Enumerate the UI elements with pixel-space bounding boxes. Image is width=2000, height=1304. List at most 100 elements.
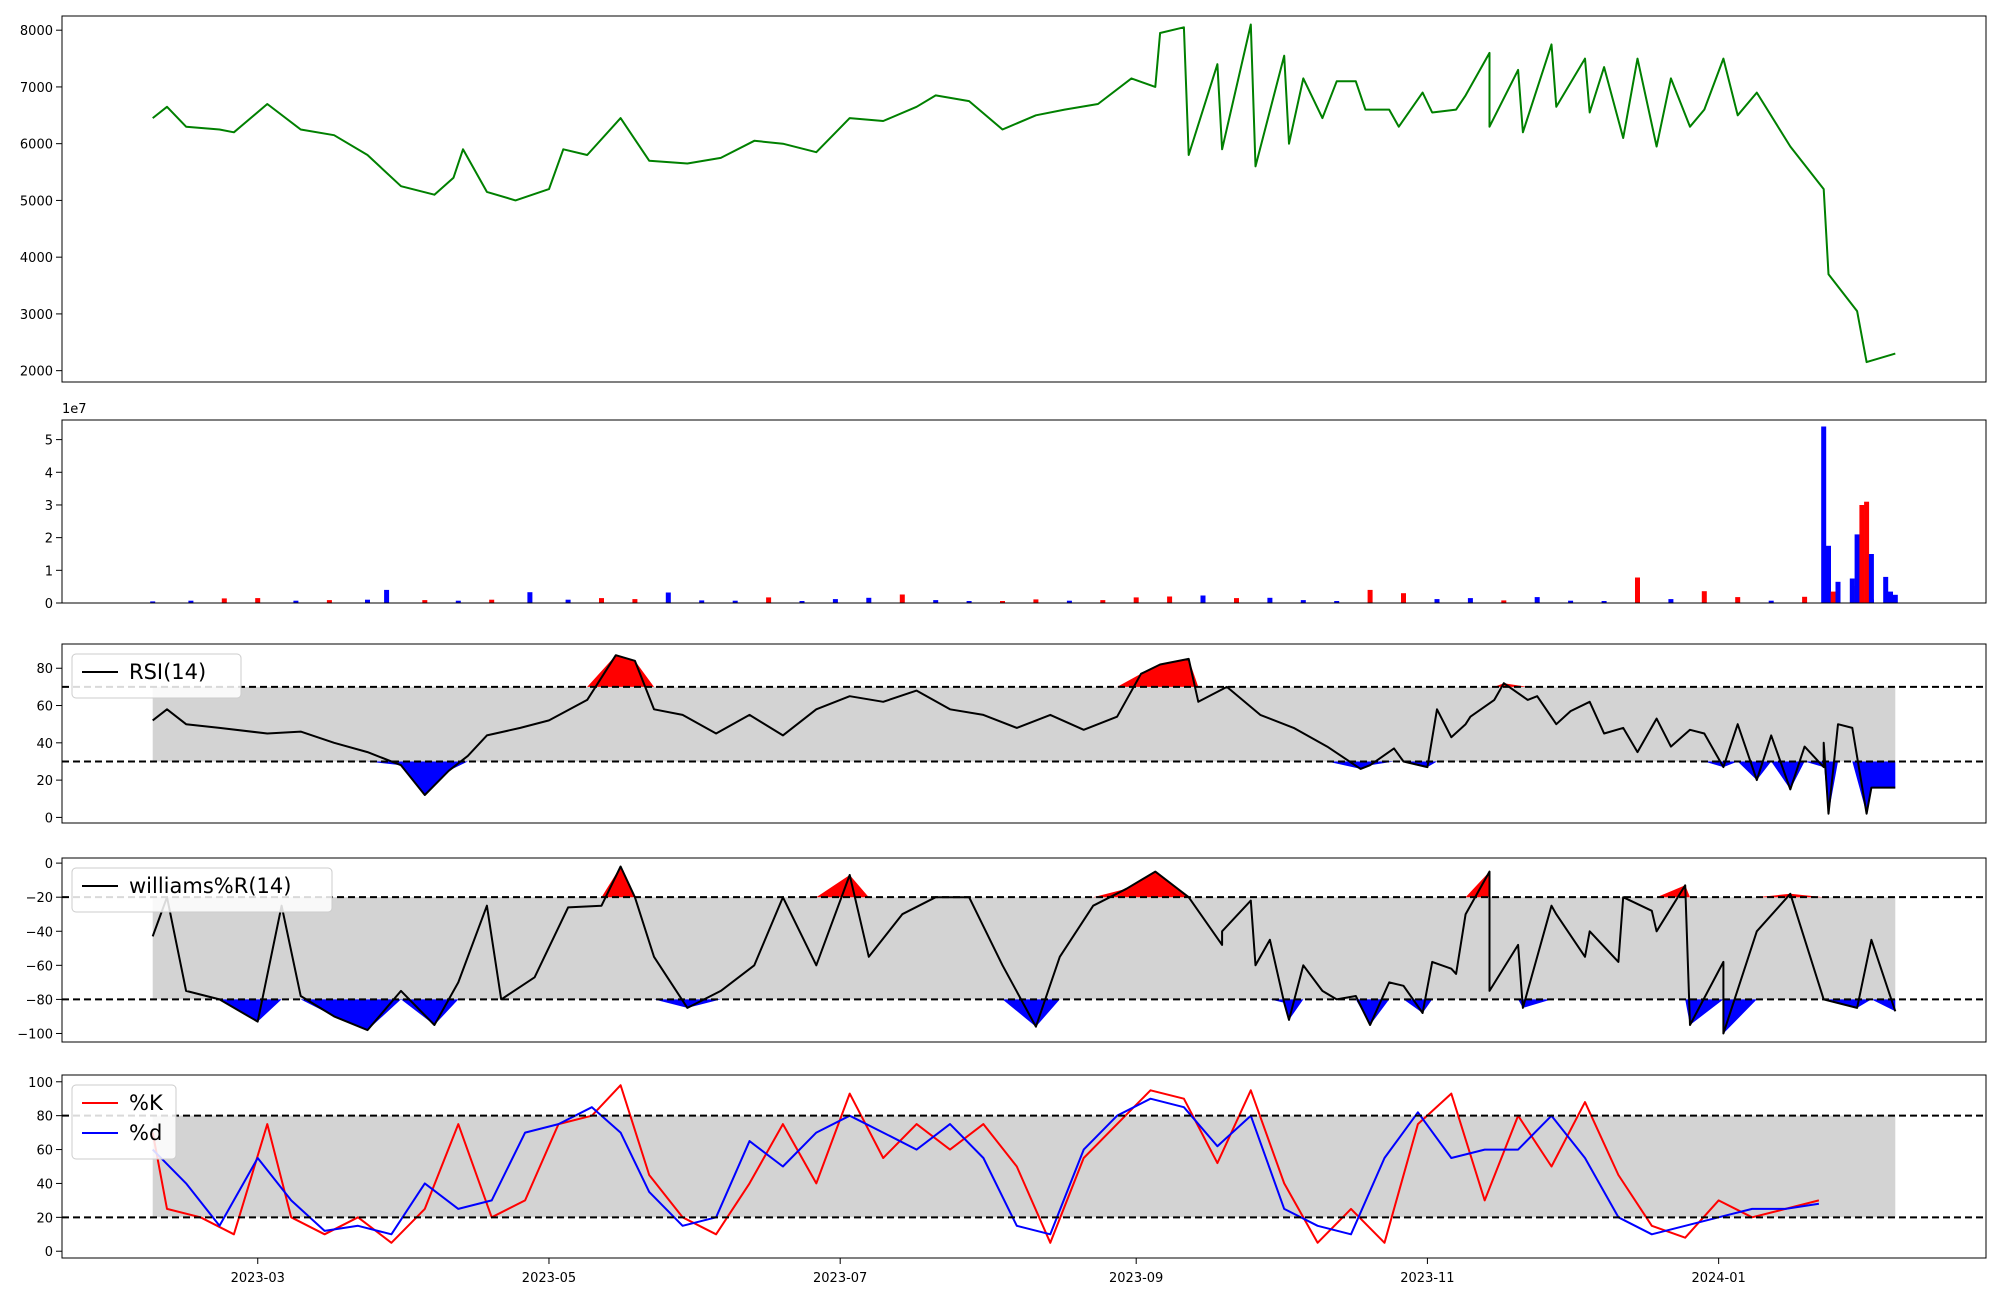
volume-ytick-label: 3 bbox=[45, 499, 53, 514]
volume-bar bbox=[255, 598, 261, 603]
volume-bar bbox=[1300, 600, 1306, 603]
volume-bar bbox=[1826, 545, 1831, 603]
volume-bar bbox=[565, 599, 571, 603]
volume-bar bbox=[1735, 597, 1741, 603]
volume-bar bbox=[1668, 599, 1674, 603]
legend-label: RSI(14) bbox=[129, 660, 206, 684]
volume-bar bbox=[1835, 581, 1841, 603]
price-ytick-label: 6000 bbox=[20, 138, 53, 153]
volume-bar bbox=[899, 594, 905, 603]
rsi-ytick-label: 20 bbox=[36, 774, 53, 789]
volume-bar bbox=[1892, 594, 1898, 603]
volume-bar bbox=[489, 599, 495, 603]
legend-label: williams%R(14) bbox=[129, 874, 291, 898]
neutral-band bbox=[152, 897, 1896, 1000]
oversold-fill bbox=[152, 761, 1896, 814]
williams-ytick-label: −80 bbox=[26, 993, 53, 1008]
williams-ytick-label: 0 bbox=[45, 857, 53, 872]
panel-2: 0 20 40 60 80 RSI(14) bbox=[36, 643, 1987, 826]
volume-bar bbox=[1868, 554, 1874, 603]
volume-bar bbox=[1000, 601, 1005, 603]
volume-bar bbox=[1401, 593, 1406, 603]
price-frame bbox=[61, 15, 1987, 383]
volume-bar bbox=[1334, 601, 1340, 603]
volume-bar bbox=[1601, 601, 1607, 603]
overbought-fill bbox=[152, 655, 1896, 687]
volume-bar bbox=[732, 600, 738, 603]
x-tick-label: 2023-11 bbox=[1400, 1271, 1454, 1286]
volume-bar bbox=[1864, 501, 1870, 603]
stoch-ytick-label: 80 bbox=[36, 1110, 53, 1125]
price-line bbox=[152, 23, 1896, 364]
volume-bar bbox=[1701, 591, 1707, 603]
panel-2-plot bbox=[152, 654, 1896, 815]
stoch-line-k bbox=[151, 1084, 1820, 1244]
volume-bar bbox=[1859, 505, 1865, 603]
volume-bar bbox=[1133, 597, 1139, 603]
rsi-ytick-label: 0 bbox=[45, 811, 53, 826]
volume-bar bbox=[1467, 598, 1473, 603]
volume-panel: 0 1 2 3 4 5 1e7 bbox=[45, 402, 1987, 612]
price-ytick-label: 8000 bbox=[20, 24, 53, 39]
volume-bar bbox=[799, 601, 805, 603]
volume-bar bbox=[665, 592, 671, 603]
volume-bar bbox=[527, 592, 533, 603]
stoch-ytick-label: 0 bbox=[45, 1245, 53, 1260]
volume-bar bbox=[1802, 596, 1808, 603]
volume-bar bbox=[1883, 576, 1889, 603]
x-tick-label: 2023-03 bbox=[231, 1271, 285, 1286]
x-tick-label: 2023-05 bbox=[522, 1271, 576, 1286]
volume-bar bbox=[1854, 534, 1860, 603]
volume-bar bbox=[966, 601, 972, 603]
williams-line bbox=[151, 865, 1897, 1035]
williams-ytick-label: −100 bbox=[17, 1027, 53, 1042]
volume-bar bbox=[1100, 600, 1106, 603]
volume-frame bbox=[61, 419, 1987, 604]
volume-bar bbox=[221, 598, 227, 603]
stoch-ytick-label: 20 bbox=[36, 1211, 53, 1226]
panel-3-plot bbox=[151, 865, 1897, 1035]
volume-bar bbox=[699, 600, 705, 603]
williams-ytick-label: −20 bbox=[26, 891, 53, 906]
volume-bar bbox=[599, 598, 604, 603]
panel-3: −100 −80 −60 −40 −20 0 williams%R(14) bbox=[17, 857, 1987, 1043]
volume-plot bbox=[150, 426, 1898, 603]
volume-bar bbox=[1434, 599, 1440, 603]
williams-frame bbox=[61, 857, 1987, 1043]
williams-ytick-label: −40 bbox=[26, 925, 53, 940]
volume-bar bbox=[188, 600, 194, 603]
volume-bar bbox=[1888, 591, 1893, 603]
volume-bar bbox=[1200, 595, 1206, 603]
price-ytick-label: 5000 bbox=[20, 194, 53, 209]
x-tick-label: 2023-09 bbox=[1109, 1271, 1163, 1286]
volume-bar bbox=[1568, 600, 1574, 603]
oversold-fill bbox=[152, 999, 1896, 1034]
legend-label: %K bbox=[129, 1091, 164, 1115]
volume-bar bbox=[293, 600, 299, 603]
stoch-ytick-label: 60 bbox=[36, 1144, 53, 1159]
rsi-ytick-label: 80 bbox=[36, 662, 53, 677]
volume-bar bbox=[866, 597, 872, 603]
volume-bar bbox=[1033, 599, 1039, 603]
price-ytick-label: 3000 bbox=[20, 308, 53, 323]
legend-label: %d bbox=[129, 1121, 162, 1145]
rsi-line bbox=[152, 654, 1896, 815]
price-plot bbox=[152, 23, 1896, 364]
price-ytick-label: 4000 bbox=[20, 251, 53, 266]
volume-bar bbox=[1830, 591, 1836, 603]
price-panel: 2000 3000 4000 5000 6000 7000 8000 bbox=[20, 15, 1987, 383]
volume-bar bbox=[326, 600, 332, 603]
rsi-ytick-label: 60 bbox=[36, 700, 53, 715]
volume-bar bbox=[1534, 597, 1540, 603]
rsi-frame bbox=[61, 643, 1987, 824]
volume-bar bbox=[384, 589, 390, 603]
legend-box bbox=[71, 867, 333, 913]
neutral-band bbox=[152, 1115, 1896, 1218]
price-ytick-label: 2000 bbox=[20, 365, 53, 380]
volume-bar bbox=[1501, 600, 1507, 603]
stoch-ytick-label: 40 bbox=[36, 1177, 53, 1192]
stoch-frame bbox=[61, 1074, 1987, 1259]
volume-bar bbox=[933, 600, 939, 603]
